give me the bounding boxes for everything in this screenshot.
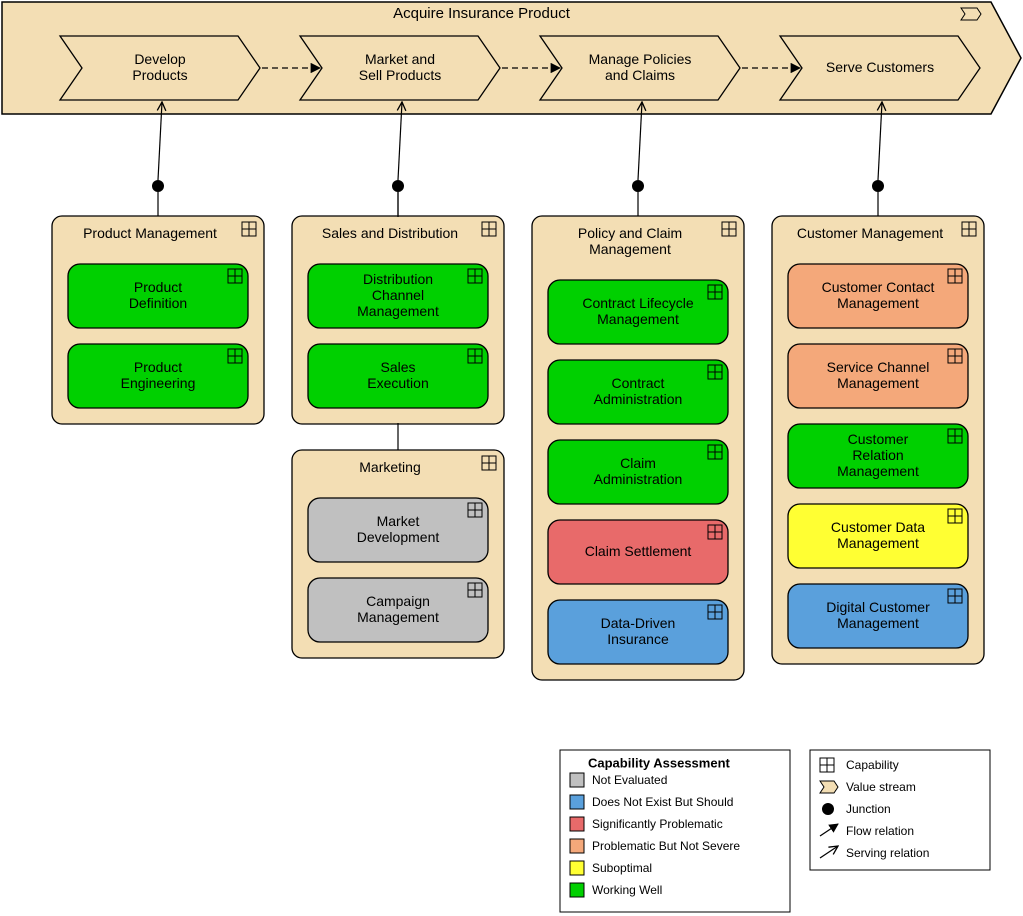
legend-item-label: Problematic But Not Severe xyxy=(592,839,740,853)
junction xyxy=(632,180,644,192)
c-cust-rel: CustomerRelationManagement xyxy=(788,424,968,488)
legend-swatch xyxy=(570,883,584,897)
value-stream-title: Acquire Insurance Product xyxy=(393,5,571,22)
junction xyxy=(392,180,404,192)
legend-swatch xyxy=(570,773,584,787)
capability-label: Customer ContactManagement xyxy=(822,279,935,311)
capability-label: Data-DrivenInsurance xyxy=(601,615,676,647)
capability-group-title: Customer Management xyxy=(797,225,943,241)
g-customer: Customer Management Customer ContactManag… xyxy=(772,216,984,664)
stage-label: Serve Customers xyxy=(826,59,934,75)
stage-market: Market andSell Products xyxy=(300,36,500,100)
capability-label: ProductDefinition xyxy=(129,279,187,311)
legend-item-label: Flow relation xyxy=(846,824,914,838)
legend-item-label: Serving relation xyxy=(846,846,929,860)
c-claim-settle: Claim Settlement xyxy=(548,520,728,584)
c-cust-contact: Customer ContactManagement xyxy=(788,264,968,328)
capability-group-title: Policy and ClaimManagement xyxy=(578,225,682,257)
c-data-driven: Data-DrivenInsurance xyxy=(548,600,728,664)
junction xyxy=(872,180,884,192)
stage-label: Market andSell Products xyxy=(359,51,441,83)
legend-assessment: Capability Assessment Not Evaluated Does N… xyxy=(560,750,790,912)
capability-label: Service ChannelManagement xyxy=(827,359,930,391)
legend-item-label: Does Not Exist But Should xyxy=(592,795,733,809)
capability-label: Customer DataManagement xyxy=(831,519,925,551)
g-product: Product Management ProductDefinition Produ… xyxy=(52,216,264,424)
stage-serve: Serve Customers xyxy=(780,36,980,100)
legend-swatch xyxy=(570,817,584,831)
g-marketing: Marketing MarketDevelopment CampaignManage… xyxy=(292,450,504,658)
c-contract-life: Contract LifecycleManagement xyxy=(548,280,728,344)
c-cust-data: Customer DataManagement xyxy=(788,504,968,568)
c-contract-admin: ContractAdministration xyxy=(548,360,728,424)
capability-group-title: Sales and Distribution xyxy=(322,225,458,241)
capability-label: Contract LifecycleManagement xyxy=(582,295,693,327)
c-prod-eng: ProductEngineering xyxy=(68,344,248,408)
stage-develop: DevelopProducts xyxy=(60,36,260,100)
archimate-diagram: Acquire Insurance Product DevelopProducts… xyxy=(0,0,1023,916)
legend-title: Capability Assessment xyxy=(588,755,731,770)
c-svc-channel: Service ChannelManagement xyxy=(788,344,968,408)
junction xyxy=(152,180,164,192)
c-claim-admin: ClaimAdministration xyxy=(548,440,728,504)
c-mkt-dev: MarketDevelopment xyxy=(308,498,488,562)
c-campaign: CampaignManagement xyxy=(308,578,488,642)
legend-item-label: Capability xyxy=(846,758,899,772)
junction-icon xyxy=(822,803,834,815)
c-digital-cust: Digital CustomerManagement xyxy=(788,584,968,648)
legend-item-label: Significantly Problematic xyxy=(592,817,723,831)
c-prod-def: ProductDefinition xyxy=(68,264,248,328)
capability-label: Digital CustomerManagement xyxy=(826,599,930,631)
legend-swatch xyxy=(570,861,584,875)
capability-group-title: Marketing xyxy=(359,459,420,475)
legend-swatch xyxy=(570,839,584,853)
legend-swatch xyxy=(570,795,584,809)
capability-label: CampaignManagement xyxy=(357,593,439,625)
stage-label: DevelopProducts xyxy=(132,51,187,83)
legend-item-label: Suboptimal xyxy=(592,861,652,875)
legend-item-label: Junction xyxy=(846,802,891,816)
legend-item-label: Working Well xyxy=(592,883,662,897)
stage-policies: Manage Policiesand Claims xyxy=(540,36,740,100)
legend-item-label: Value stream xyxy=(846,780,916,794)
capability-label: Claim Settlement xyxy=(585,543,692,559)
g-policy: Policy and ClaimManagement Contract Lifec… xyxy=(532,216,744,680)
capability-group-title: Product Management xyxy=(83,225,217,241)
legend-symbols: Capability Value stream Junction Flow relat… xyxy=(810,750,990,870)
value-stream-outer: Acquire Insurance Product DevelopProducts… xyxy=(2,2,1021,114)
legend-item-label: Not Evaluated xyxy=(592,773,667,787)
